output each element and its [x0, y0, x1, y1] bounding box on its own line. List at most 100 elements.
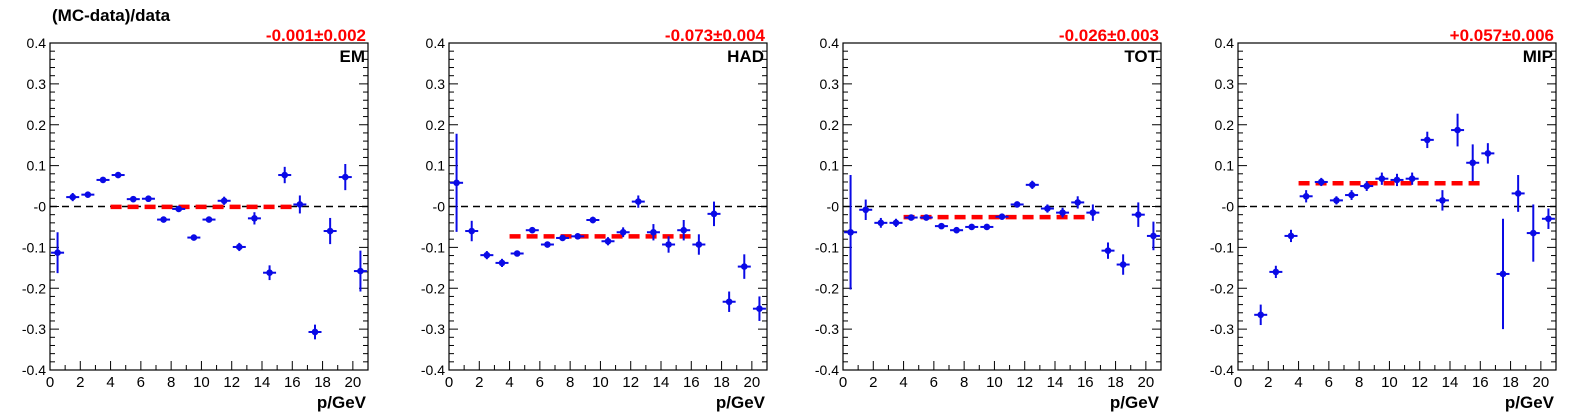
data-point	[1360, 181, 1374, 191]
point-marker	[1408, 175, 1416, 183]
x-tick-label: 6	[930, 374, 938, 391]
x-axis-label: p/GeV	[1505, 393, 1555, 412]
y-tick-label: -0	[1222, 199, 1235, 215]
data-point	[525, 226, 539, 234]
x-tick-label: 0	[1234, 374, 1242, 391]
point-marker	[1317, 178, 1325, 186]
data-point	[646, 224, 660, 241]
point-marker	[665, 241, 672, 248]
data-point	[480, 251, 494, 260]
point-marker	[650, 228, 657, 236]
point-marker	[756, 305, 763, 312]
y-tick-label: -0.3	[815, 321, 839, 337]
data-point	[1405, 172, 1419, 185]
data-point	[737, 254, 751, 279]
point-marker	[175, 205, 183, 213]
data-point	[1541, 208, 1555, 229]
data-point	[1040, 204, 1054, 213]
point-marker	[1439, 197, 1446, 204]
data-point	[172, 205, 186, 213]
point-marker	[907, 214, 915, 221]
fit-value-label: +0.057±0.006	[1450, 26, 1554, 45]
x-tick-label: 20	[1533, 374, 1550, 391]
point-marker	[1028, 181, 1036, 189]
point-marker	[235, 243, 243, 251]
data-point	[1131, 202, 1145, 227]
x-tick-label: 14	[1047, 374, 1064, 391]
y-tick-label: 0.2	[426, 117, 446, 133]
x-tick-label: 14	[254, 374, 271, 391]
x-tick-label: 18	[713, 374, 730, 391]
y-tick-label: 0.3	[1215, 76, 1235, 92]
y-tick-label: -0.3	[421, 321, 445, 337]
point-marker	[1484, 150, 1492, 157]
point-marker	[968, 223, 976, 231]
x-tick-label: 20	[345, 374, 362, 391]
x-tick-label: 4	[899, 374, 907, 391]
data-point	[1375, 172, 1389, 185]
x-tick-label: 10	[193, 374, 210, 391]
point-marker	[862, 206, 870, 214]
point-marker	[1134, 211, 1142, 218]
data-point	[677, 219, 691, 241]
point-marker	[1287, 232, 1295, 240]
x-tick-label: 8	[566, 374, 574, 391]
point-marker	[1529, 229, 1537, 237]
panel-em: 0 2 4 6 8 10 12 14 16 18 20 -0.4 -0.3 -0.2 -0.1 -0 0.1 0.…	[22, 26, 369, 412]
x-tick-label: 6	[137, 374, 145, 391]
point-marker	[1423, 136, 1431, 144]
data-point	[465, 220, 479, 242]
y-tick-label: 0.1	[820, 158, 840, 174]
data-point	[1526, 204, 1540, 262]
point-marker	[220, 197, 228, 205]
y-tick-label: -0.2	[421, 280, 445, 296]
point-marker	[1333, 197, 1340, 204]
x-tick-label: 16	[284, 374, 301, 391]
x-tick-label: 16	[1077, 374, 1094, 391]
data-point	[859, 199, 873, 220]
point-marker	[725, 298, 733, 306]
point-marker	[1104, 247, 1112, 254]
x-tick-label: 4	[1294, 374, 1302, 391]
point-marker	[129, 195, 137, 203]
x-tick-label: 12	[223, 374, 240, 391]
data-point	[904, 214, 918, 221]
y-tick-label: 0.4	[27, 35, 47, 51]
fit-value-label: -0.001±0.002	[266, 26, 366, 45]
point-marker	[634, 198, 642, 205]
point-marker	[1059, 209, 1066, 216]
point-marker	[296, 201, 304, 208]
data-point	[586, 216, 600, 224]
y-tick-label: -0.1	[421, 239, 445, 255]
x-axis-label: p/GeV	[716, 393, 766, 412]
x-tick-label: 0	[839, 374, 847, 391]
point-marker	[740, 263, 748, 270]
point-marker	[266, 269, 273, 277]
y-tick-label: 0.1	[426, 158, 446, 174]
data-point	[1345, 190, 1359, 200]
point-marker	[205, 216, 213, 223]
x-tick-label: 2	[869, 374, 877, 391]
point-marker	[1044, 205, 1051, 212]
point-marker	[1119, 261, 1127, 268]
data-point	[141, 195, 155, 203]
point-marker	[160, 216, 167, 223]
data-point	[995, 213, 1009, 221]
x-tick-label: 12	[1411, 374, 1428, 391]
x-tick-label: 8	[167, 374, 175, 391]
panel-label: EM	[340, 47, 366, 66]
point-marker	[145, 195, 152, 203]
y-tick-label: 0.3	[27, 76, 47, 92]
x-tick-label: 16	[683, 374, 700, 391]
x-tick-label: 6	[536, 374, 544, 391]
data-point	[81, 191, 95, 198]
data-point	[950, 226, 964, 234]
fit-value-label: -0.073±0.004	[665, 26, 766, 45]
data-point	[51, 232, 65, 274]
data-point	[616, 227, 630, 238]
data-point	[662, 236, 676, 253]
y-tick-label: -0	[34, 199, 47, 215]
y-tick-label: 0.1	[27, 158, 47, 174]
data-point	[1269, 265, 1283, 279]
x-tick-label: 4	[106, 374, 114, 391]
